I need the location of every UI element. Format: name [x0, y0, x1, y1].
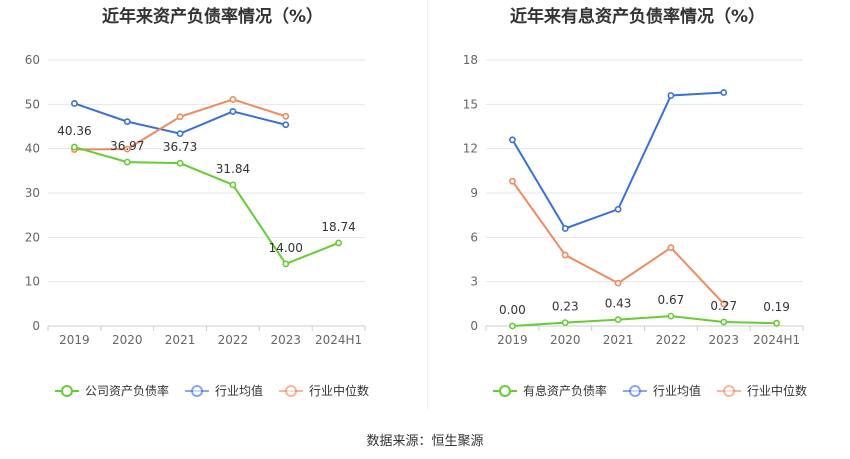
- series-point-3: [561, 251, 569, 259]
- series-point-1: [509, 322, 516, 330]
- y-tick-label: 18: [463, 53, 478, 67]
- x-tick-label: 2022: [218, 333, 249, 347]
- series-point-1: [282, 260, 290, 268]
- series-point-3: [123, 145, 131, 153]
- data-label: 0.23: [552, 300, 579, 314]
- x-tick-label: 2020: [550, 333, 581, 347]
- x-tick-label: 2021: [603, 333, 634, 347]
- y-tick-label: 40: [25, 142, 40, 156]
- chart-panel-1: 0 10 20 30 40 50 60 2019 2020 2021 2022 2023 2024H1 4…: [25, 53, 369, 398]
- series-point-1: [614, 316, 622, 324]
- y-tick-label: 0: [32, 319, 40, 333]
- series-point-2: [614, 205, 622, 213]
- y-tick-label: 30: [25, 186, 40, 200]
- data-label: 0.00: [499, 303, 526, 317]
- legend-label: 有息资产负债率: [523, 383, 607, 398]
- chart-divider: [427, 0, 428, 410]
- x-tick-label: 2020: [112, 333, 143, 347]
- data-label: 31.84: [216, 162, 250, 176]
- series-line-1: [512, 315, 777, 327]
- data-label: 14.00: [269, 241, 303, 255]
- series-point-1: [561, 319, 569, 327]
- series-point-2: [667, 92, 675, 99]
- series-point-1: [335, 239, 342, 247]
- series-point-2: [123, 118, 131, 126]
- series-point-1: [720, 318, 728, 326]
- chart-title-left: 近年来资产负债率情况（%）: [101, 7, 324, 27]
- x-tick-label: 2022: [656, 333, 687, 347]
- series-point-1: [773, 319, 780, 327]
- series-point-2: [71, 100, 78, 107]
- chart-title-right: 近年来有息资产负债率情况（%）: [509, 7, 766, 27]
- y-tick-label: 6: [470, 230, 478, 244]
- series-point-2: [561, 225, 569, 232]
- legend-label: 公司资产负债率: [85, 383, 169, 398]
- series-point-1: [71, 143, 78, 151]
- data-label: 0.19: [763, 300, 790, 314]
- series-point-3: [720, 300, 728, 308]
- y-tick-label: 9: [470, 186, 478, 200]
- series-point-1: [176, 159, 184, 167]
- x-tick-label: 2023: [708, 333, 739, 347]
- series-point-3: [229, 96, 237, 103]
- data-label: 0.67: [658, 293, 685, 307]
- x-tick-label: 2019: [497, 333, 528, 347]
- y-tick-label: 15: [463, 97, 478, 111]
- series-point-2: [720, 89, 728, 96]
- legend-label: 行业均值: [215, 383, 263, 398]
- legend-item-1: 公司资产负债率: [55, 383, 169, 398]
- data-label: 18.74: [321, 220, 355, 234]
- y-tick-label: 0: [470, 319, 478, 333]
- x-tick-label: 2024H1: [315, 333, 362, 347]
- legend-marker: [499, 385, 511, 397]
- series-point-2: [229, 108, 237, 115]
- legend-marker: [629, 385, 642, 397]
- legend-marker: [191, 385, 204, 397]
- legend-marker: [723, 385, 736, 397]
- legend-label: 行业中位数: [747, 383, 807, 398]
- legend-item-2: 行业均值: [623, 383, 701, 398]
- series-line-1: [74, 146, 339, 266]
- series-point-2: [509, 136, 516, 144]
- legend-item-2: 行业均值: [185, 383, 263, 398]
- y-tick-label: 10: [25, 275, 40, 289]
- series-point-3: [509, 177, 516, 185]
- series-point-2: [176, 130, 184, 137]
- data-label: 0.27: [710, 299, 737, 313]
- series-point-1: [229, 181, 237, 189]
- legend-item-1: 有息资产负债率: [493, 383, 607, 398]
- legend-label: 行业中位数: [309, 383, 369, 398]
- data-label: 36.97: [110, 139, 144, 153]
- series-point-3: [282, 112, 290, 120]
- series-point-3: [667, 244, 675, 252]
- x-tick-label: 2019: [59, 333, 90, 347]
- x-tick-label: 2021: [165, 333, 196, 347]
- legend-label: 行业均值: [653, 383, 701, 398]
- data-label: 36.73: [163, 140, 197, 154]
- series-point-1: [667, 312, 675, 320]
- series-point-3: [176, 113, 184, 121]
- legend-marker: [285, 385, 298, 397]
- data-label: 40.36: [57, 124, 91, 138]
- chart-panel-2: 0 3 6 9 12 15 18 2019 2020 2021 2022 2023 2024H1 0.00…: [463, 53, 807, 398]
- y-tick-label: 3: [470, 275, 478, 289]
- y-tick-label: 12: [463, 142, 478, 156]
- source-note: 数据来源：恒生聚源: [366, 434, 484, 449]
- data-label: 0.43: [605, 297, 632, 311]
- x-tick-label: 2023: [270, 333, 301, 347]
- y-tick-label: 50: [25, 97, 40, 111]
- legend-marker: [61, 385, 73, 397]
- legend-item-3: 行业中位数: [279, 383, 369, 398]
- legend-item-3: 行业中位数: [717, 383, 807, 398]
- y-tick-label: 20: [25, 230, 40, 244]
- x-tick-label: 2024H1: [753, 333, 800, 347]
- series-point-2: [282, 121, 290, 129]
- series-point-3: [614, 279, 622, 287]
- series-point-1: [123, 158, 131, 166]
- y-tick-label: 60: [25, 53, 40, 67]
